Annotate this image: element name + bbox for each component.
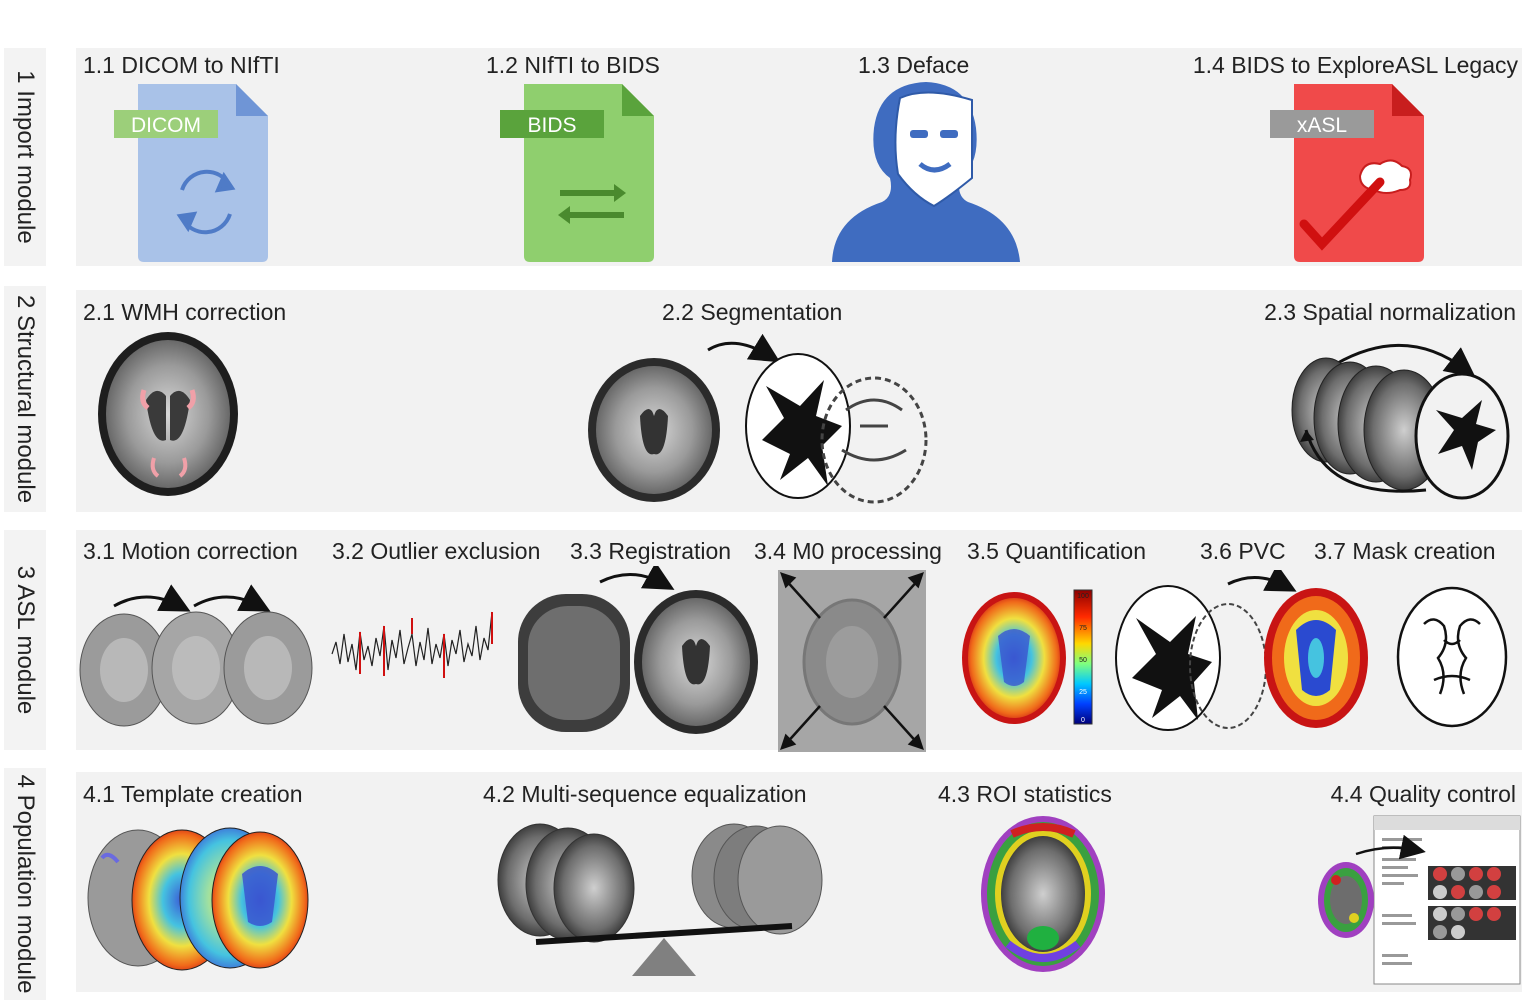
module-2-label: 2 Structural module xyxy=(12,294,39,504)
bids-tag xyxy=(500,110,604,138)
module-3-label: 3 ASL module xyxy=(12,565,39,715)
step-3-5-label: 3.5 Quantification xyxy=(967,538,1147,564)
motion-correction-image xyxy=(79,584,313,727)
dicom-tag-text: DICOM xyxy=(131,114,201,137)
gray-matter-map xyxy=(820,376,928,504)
module-1-side: 1 Import module xyxy=(4,48,46,266)
step-4-1-label: 4.1 Template creation xyxy=(83,781,303,807)
wmh-brain-image xyxy=(98,332,238,496)
dicom-file-icon: DICOM xyxy=(114,84,268,262)
step-3-1-label: 3.1 Motion correction xyxy=(83,538,298,564)
bids-file-icon: BIDS xyxy=(500,84,654,262)
segmentation-image xyxy=(588,333,928,504)
step-1-3-label: 1.3 Deface xyxy=(858,52,970,78)
module-1-label: 1 Import module xyxy=(12,70,39,244)
white-matter-map xyxy=(745,353,851,499)
balance-fulcrum xyxy=(632,938,696,976)
step-4-2-label: 4.2 Multi-sequence equalization xyxy=(483,781,807,807)
quantification-image: 100 75 50 25 0 xyxy=(962,589,1093,725)
step-3-6-label: 3.6 PVC xyxy=(1200,538,1286,564)
step-3-2-label: 3.2 Outlier exclusion xyxy=(332,538,541,564)
module-4-label: 4 Population module xyxy=(12,774,39,994)
equalization-image xyxy=(497,823,823,976)
colorbar xyxy=(1073,589,1093,725)
xasl-tag-text: xASL xyxy=(1297,114,1347,137)
spatial-normalization-image xyxy=(1291,343,1510,500)
m0-processing-image xyxy=(778,570,926,752)
brain-check-icon xyxy=(1299,159,1412,251)
outlier-exclusion-plot xyxy=(331,611,493,678)
module-2-side: 2 Structural module xyxy=(4,286,46,512)
deface-mask-icon xyxy=(832,82,1020,262)
module-3-side: 3 ASL module xyxy=(4,530,46,750)
step-1-4-label: 1.4 BIDS to ExploreASL Legacy xyxy=(1192,52,1518,78)
dicom-tag xyxy=(114,110,218,138)
step-4-4-label: 4.4 Quality control xyxy=(1330,781,1516,807)
colorbar-tick-75: 75 xyxy=(1079,625,1087,632)
quality-control-image xyxy=(1318,815,1521,985)
xasl-tag xyxy=(1270,110,1374,138)
colorbar-tick-100: 100 xyxy=(1077,593,1089,600)
template-creation-image xyxy=(87,827,309,971)
roi-statistics-image xyxy=(981,816,1105,972)
step-1-1-label: 1.1 DICOM to NIfTI xyxy=(83,52,280,78)
step-1-2-label: 1.2 NIfTI to BIDS xyxy=(486,52,660,78)
step-3-7-label: 3.7 Mask creation xyxy=(1314,538,1496,564)
qc-thumbnails xyxy=(1428,866,1516,940)
xasl-file-icon: xASL xyxy=(1270,84,1424,262)
registration-image xyxy=(518,566,758,734)
import-panel xyxy=(76,48,1522,266)
step-2-1-label: 2.1 WMH correction xyxy=(83,299,287,325)
pvc-image xyxy=(1115,570,1368,731)
colorbar-tick-0: 0 xyxy=(1081,717,1085,724)
step-3-3-label: 3.3 Registration xyxy=(570,538,732,564)
module-4-side: 4 Population module xyxy=(4,768,46,1000)
swap-arrows-icon xyxy=(558,184,626,224)
step-3-4-label: 3.4 M0 processing xyxy=(754,538,942,564)
colorbar-tick-25: 25 xyxy=(1079,689,1087,696)
colorbar-tick-50: 50 xyxy=(1079,657,1087,664)
mask-creation-image xyxy=(1396,586,1508,728)
step-4-3-label: 4.3 ROI statistics xyxy=(938,781,1112,807)
step-2-2-label: 2.2 Segmentation xyxy=(662,299,843,325)
bids-tag-text: BIDS xyxy=(527,114,576,137)
sync-arrows-icon xyxy=(176,169,236,235)
step-2-3-label: 2.3 Spatial normalization xyxy=(1264,299,1516,325)
